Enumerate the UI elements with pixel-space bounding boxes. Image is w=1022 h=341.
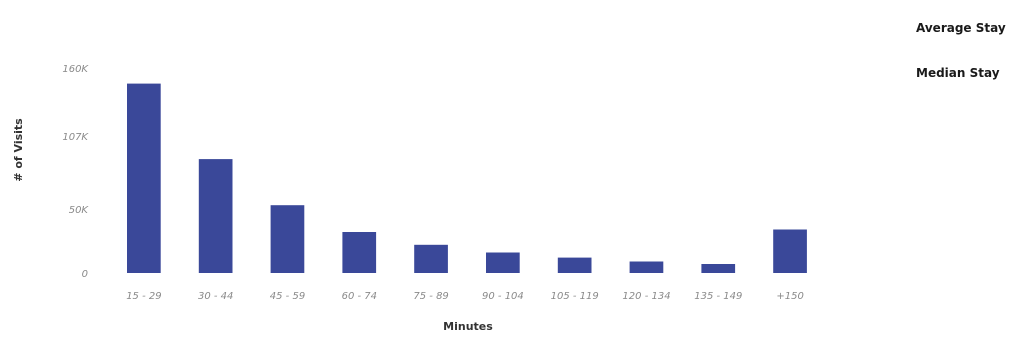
bar-120-134[interactable] xyxy=(629,261,664,274)
x-tick-label: 60 - 74 xyxy=(342,291,377,302)
y-axis-title: # of Visits xyxy=(12,118,25,182)
y-axis-ticks: 0 50K 107K 160K xyxy=(62,64,89,280)
y-tick-label: 107K xyxy=(62,132,89,143)
bar-105-119[interactable] xyxy=(557,257,592,273)
x-axis-title: Minutes xyxy=(443,320,493,333)
bars xyxy=(127,83,807,274)
y-tick-label: 50K xyxy=(69,205,90,216)
y-tick-label: 0 xyxy=(82,269,88,280)
bar-30-44[interactable] xyxy=(198,159,233,273)
y-tick-label: 160K xyxy=(62,64,89,75)
x-tick-label: 30 - 44 xyxy=(198,291,233,302)
bar-60-74[interactable] xyxy=(342,232,377,273)
x-tick-label: +150 xyxy=(776,291,803,302)
x-tick-label: 75 - 89 xyxy=(413,291,448,302)
legend-item-average-stay[interactable]: Average Stay xyxy=(916,21,1006,35)
bar-45-59[interactable] xyxy=(270,205,305,273)
x-axis-ticks: 15 - 29 30 - 44 45 - 59 60 - 74 75 - 89 90 - … xyxy=(126,291,804,302)
x-tick-label: 15 - 29 xyxy=(126,291,161,302)
x-tick-label: 90 - 104 xyxy=(482,291,524,302)
bar-150[interactable] xyxy=(773,229,807,274)
x-tick-label: 120 - 134 xyxy=(622,291,670,302)
legend-item-median-stay[interactable]: Median Stay xyxy=(916,66,1000,80)
bar-15-29[interactable] xyxy=(127,83,161,273)
bar-135-149[interactable] xyxy=(701,264,736,273)
bar-75-89[interactable] xyxy=(414,244,448,273)
x-tick-label: 135 - 149 xyxy=(694,291,742,302)
x-tick-label: 45 - 59 xyxy=(270,291,305,302)
bar-90-104[interactable] xyxy=(486,252,520,274)
x-tick-label: 105 - 119 xyxy=(551,291,599,302)
